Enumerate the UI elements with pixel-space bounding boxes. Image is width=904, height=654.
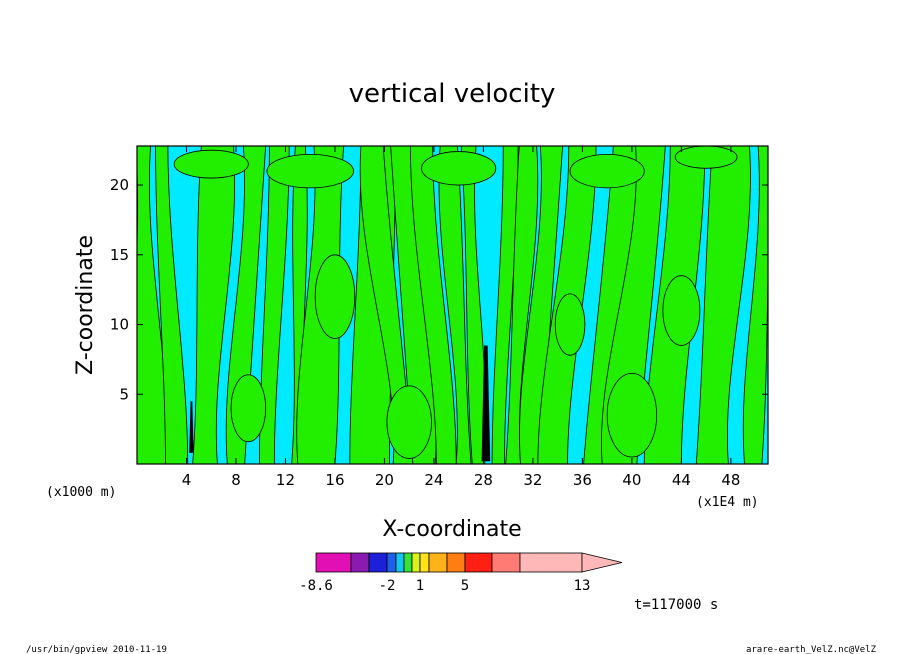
velocity-field [137,146,768,464]
positive-velocity-band [410,146,457,464]
x-tick-label: 40 [622,471,641,489]
x-tick-label: 36 [573,471,592,489]
positive-velocity-cell [266,153,354,189]
x-axis-label: X-coordinate [382,517,521,542]
colorbar-segment [395,552,405,573]
positive-velocity-band [259,146,290,464]
colorbar-segment [411,552,421,573]
colorbar-segment [350,552,370,573]
y-tick-label: 10 [110,316,129,334]
colorbar-segment [419,552,430,573]
colorbar-segment [315,552,352,573]
positive-velocity-cell [386,385,432,459]
positive-velocity-cell [674,146,738,169]
colorbar-segment [464,552,493,573]
positive-velocity-band [742,146,768,464]
colorbar-segment [491,552,521,573]
colorbar-segment [428,552,448,573]
positive-velocity-band [155,146,189,464]
colorbar: -8.6 -2 1 5 13 [299,552,623,594]
colorbar-tick-label: 1 [416,578,424,594]
x-tick-label: 4 [182,471,192,489]
footer-right: arare-earth_VelZ.nc@VelZ [746,645,877,654]
y-tick-label: 20 [110,176,129,194]
y-axis-label: Z-coordinate [73,235,98,375]
x-tick-label: 48 [721,471,740,489]
colorbar-segment [446,552,466,573]
x-tick-label: 32 [523,471,542,489]
positive-velocity-band [438,146,472,464]
positive-velocity-cell [421,151,497,186]
colorbar-tick-label: -8.6 [299,578,333,594]
updraft-core [481,345,491,462]
footer-left: /usr/bin/gpview 2010-11-19 [26,645,167,654]
positive-velocity-cell [173,149,249,179]
positive-velocity-band [192,146,236,464]
x-unit-note: (x1E4 m) [696,495,759,510]
colorbar-tick-label: 13 [574,578,591,594]
x-tick-label: 28 [474,471,493,489]
positive-velocity-cell [314,254,356,339]
chart-title: vertical velocity [349,79,556,109]
colorbar-segment [403,552,413,573]
positive-velocity-cell [230,374,267,443]
x-tick-label: 8 [231,471,241,489]
y-unit-note: (x1000 m) [46,485,116,500]
colorbar-tick-label: 5 [461,578,469,594]
positive-velocity-cell [662,275,701,346]
colorbar-segment [519,552,583,573]
positive-velocity-cell [606,372,658,458]
colorbar-tick-label: -2 [379,578,396,594]
y-tick-label: 15 [110,246,129,264]
positive-velocity-cell [554,293,586,356]
x-tick-label: 16 [325,471,344,489]
x-tick-label: 12 [276,471,295,489]
colorbar-segment [386,552,397,573]
y-tick-label: 5 [119,385,129,403]
time-label: t=117000 s [634,597,718,613]
y-axis-ticks: 5 10 15 20 [110,176,768,403]
updraft-core [189,401,194,453]
x-tick-label: 20 [375,471,394,489]
plot-frame [136,145,769,465]
x-axis-ticks: 4 8 12 16 20 24 28 32 36 40 44 48 [182,146,740,489]
positive-velocity-cell [569,153,645,189]
positive-velocity-band [491,146,519,464]
positive-velocity-band [359,146,414,464]
x-tick-label: 24 [424,471,443,489]
x-tick-label: 44 [672,471,691,489]
colorbar-segment [368,552,388,573]
colorbar-extend-arrow [581,552,623,573]
positive-velocity-band [505,146,539,464]
